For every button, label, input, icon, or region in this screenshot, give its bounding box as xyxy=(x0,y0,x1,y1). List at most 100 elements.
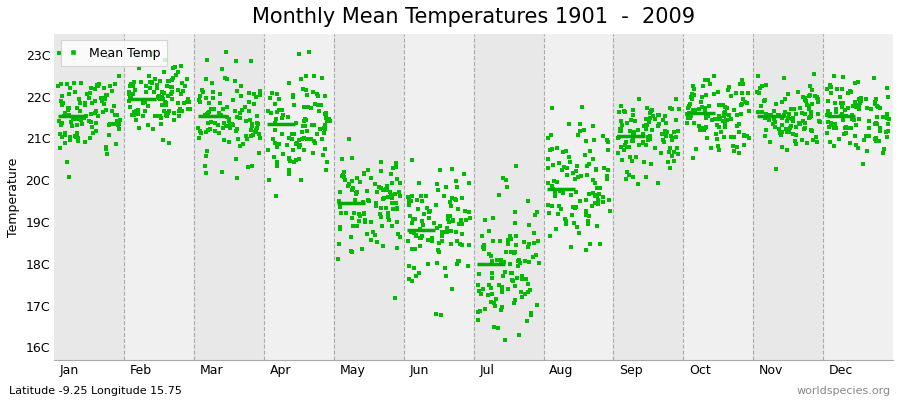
Point xyxy=(836,117,850,123)
Point xyxy=(712,112,726,119)
Point xyxy=(454,241,468,247)
Point xyxy=(68,133,82,139)
Point xyxy=(702,81,716,88)
Bar xyxy=(194,34,264,360)
Point xyxy=(881,93,896,100)
Point xyxy=(335,156,349,162)
Point xyxy=(586,156,600,162)
Point xyxy=(200,147,214,154)
Point xyxy=(85,100,99,107)
Point xyxy=(786,131,800,138)
Point xyxy=(844,89,859,96)
Point xyxy=(872,138,886,144)
Point xyxy=(267,154,282,160)
Point xyxy=(864,106,878,112)
Point xyxy=(591,201,606,207)
Point xyxy=(829,108,843,115)
Point xyxy=(521,259,535,265)
Point xyxy=(93,80,107,87)
Point xyxy=(292,137,306,144)
Point xyxy=(228,77,242,84)
Point xyxy=(494,284,508,290)
Point xyxy=(559,221,573,228)
Point xyxy=(827,124,842,131)
Point xyxy=(687,108,701,115)
Point xyxy=(684,94,698,100)
Point xyxy=(754,109,769,115)
Point xyxy=(812,118,826,124)
Point xyxy=(710,89,724,95)
Point xyxy=(868,137,883,144)
Point xyxy=(645,127,660,133)
Point xyxy=(84,119,98,125)
Point xyxy=(390,206,404,212)
Point xyxy=(79,113,94,119)
Point xyxy=(200,110,214,117)
Point xyxy=(639,174,653,180)
Point xyxy=(722,84,736,90)
Point xyxy=(250,121,265,128)
Point xyxy=(250,119,265,126)
Bar xyxy=(473,34,544,360)
Point xyxy=(298,115,312,122)
Point xyxy=(573,121,588,127)
Point xyxy=(65,123,79,129)
Point xyxy=(417,211,431,218)
Point xyxy=(838,124,852,130)
Point xyxy=(307,73,321,80)
Point xyxy=(55,120,69,126)
Point xyxy=(70,134,85,141)
Point xyxy=(868,120,883,127)
Point xyxy=(784,123,798,129)
Point xyxy=(624,117,638,124)
Point xyxy=(105,88,120,95)
Point xyxy=(581,191,596,197)
Point xyxy=(614,127,628,133)
Point xyxy=(284,157,298,164)
Bar xyxy=(614,34,683,360)
Point xyxy=(856,161,870,168)
Point xyxy=(352,218,366,224)
Point xyxy=(568,176,582,182)
Point xyxy=(305,122,320,128)
Point xyxy=(732,120,746,127)
Point xyxy=(492,282,507,288)
Point xyxy=(336,173,350,180)
Point xyxy=(848,80,862,86)
Point xyxy=(405,157,419,163)
Point xyxy=(734,101,749,107)
Point xyxy=(149,81,164,88)
Point xyxy=(559,218,573,224)
Point xyxy=(450,261,464,267)
Point xyxy=(778,109,792,115)
Point xyxy=(685,96,699,102)
Point xyxy=(474,233,489,239)
Point xyxy=(483,299,498,305)
Point xyxy=(282,135,296,141)
Point xyxy=(263,95,277,102)
Point xyxy=(250,125,265,131)
Point xyxy=(111,118,125,125)
Point xyxy=(441,213,455,219)
Point xyxy=(496,175,510,182)
Point xyxy=(821,109,835,115)
Point xyxy=(240,164,255,170)
Point xyxy=(75,121,89,128)
Point xyxy=(530,238,544,244)
Point xyxy=(461,263,475,270)
Point xyxy=(318,122,332,128)
Point xyxy=(626,112,641,118)
Point xyxy=(487,324,501,330)
Point xyxy=(370,189,384,196)
Point xyxy=(698,92,713,98)
Point xyxy=(196,88,211,95)
Point xyxy=(445,202,459,209)
Point xyxy=(82,118,96,124)
Point xyxy=(103,120,117,127)
Point xyxy=(477,242,491,248)
Point xyxy=(300,136,314,142)
Point xyxy=(868,136,883,142)
Point xyxy=(448,196,463,202)
Point xyxy=(454,231,469,238)
Point xyxy=(152,113,166,120)
